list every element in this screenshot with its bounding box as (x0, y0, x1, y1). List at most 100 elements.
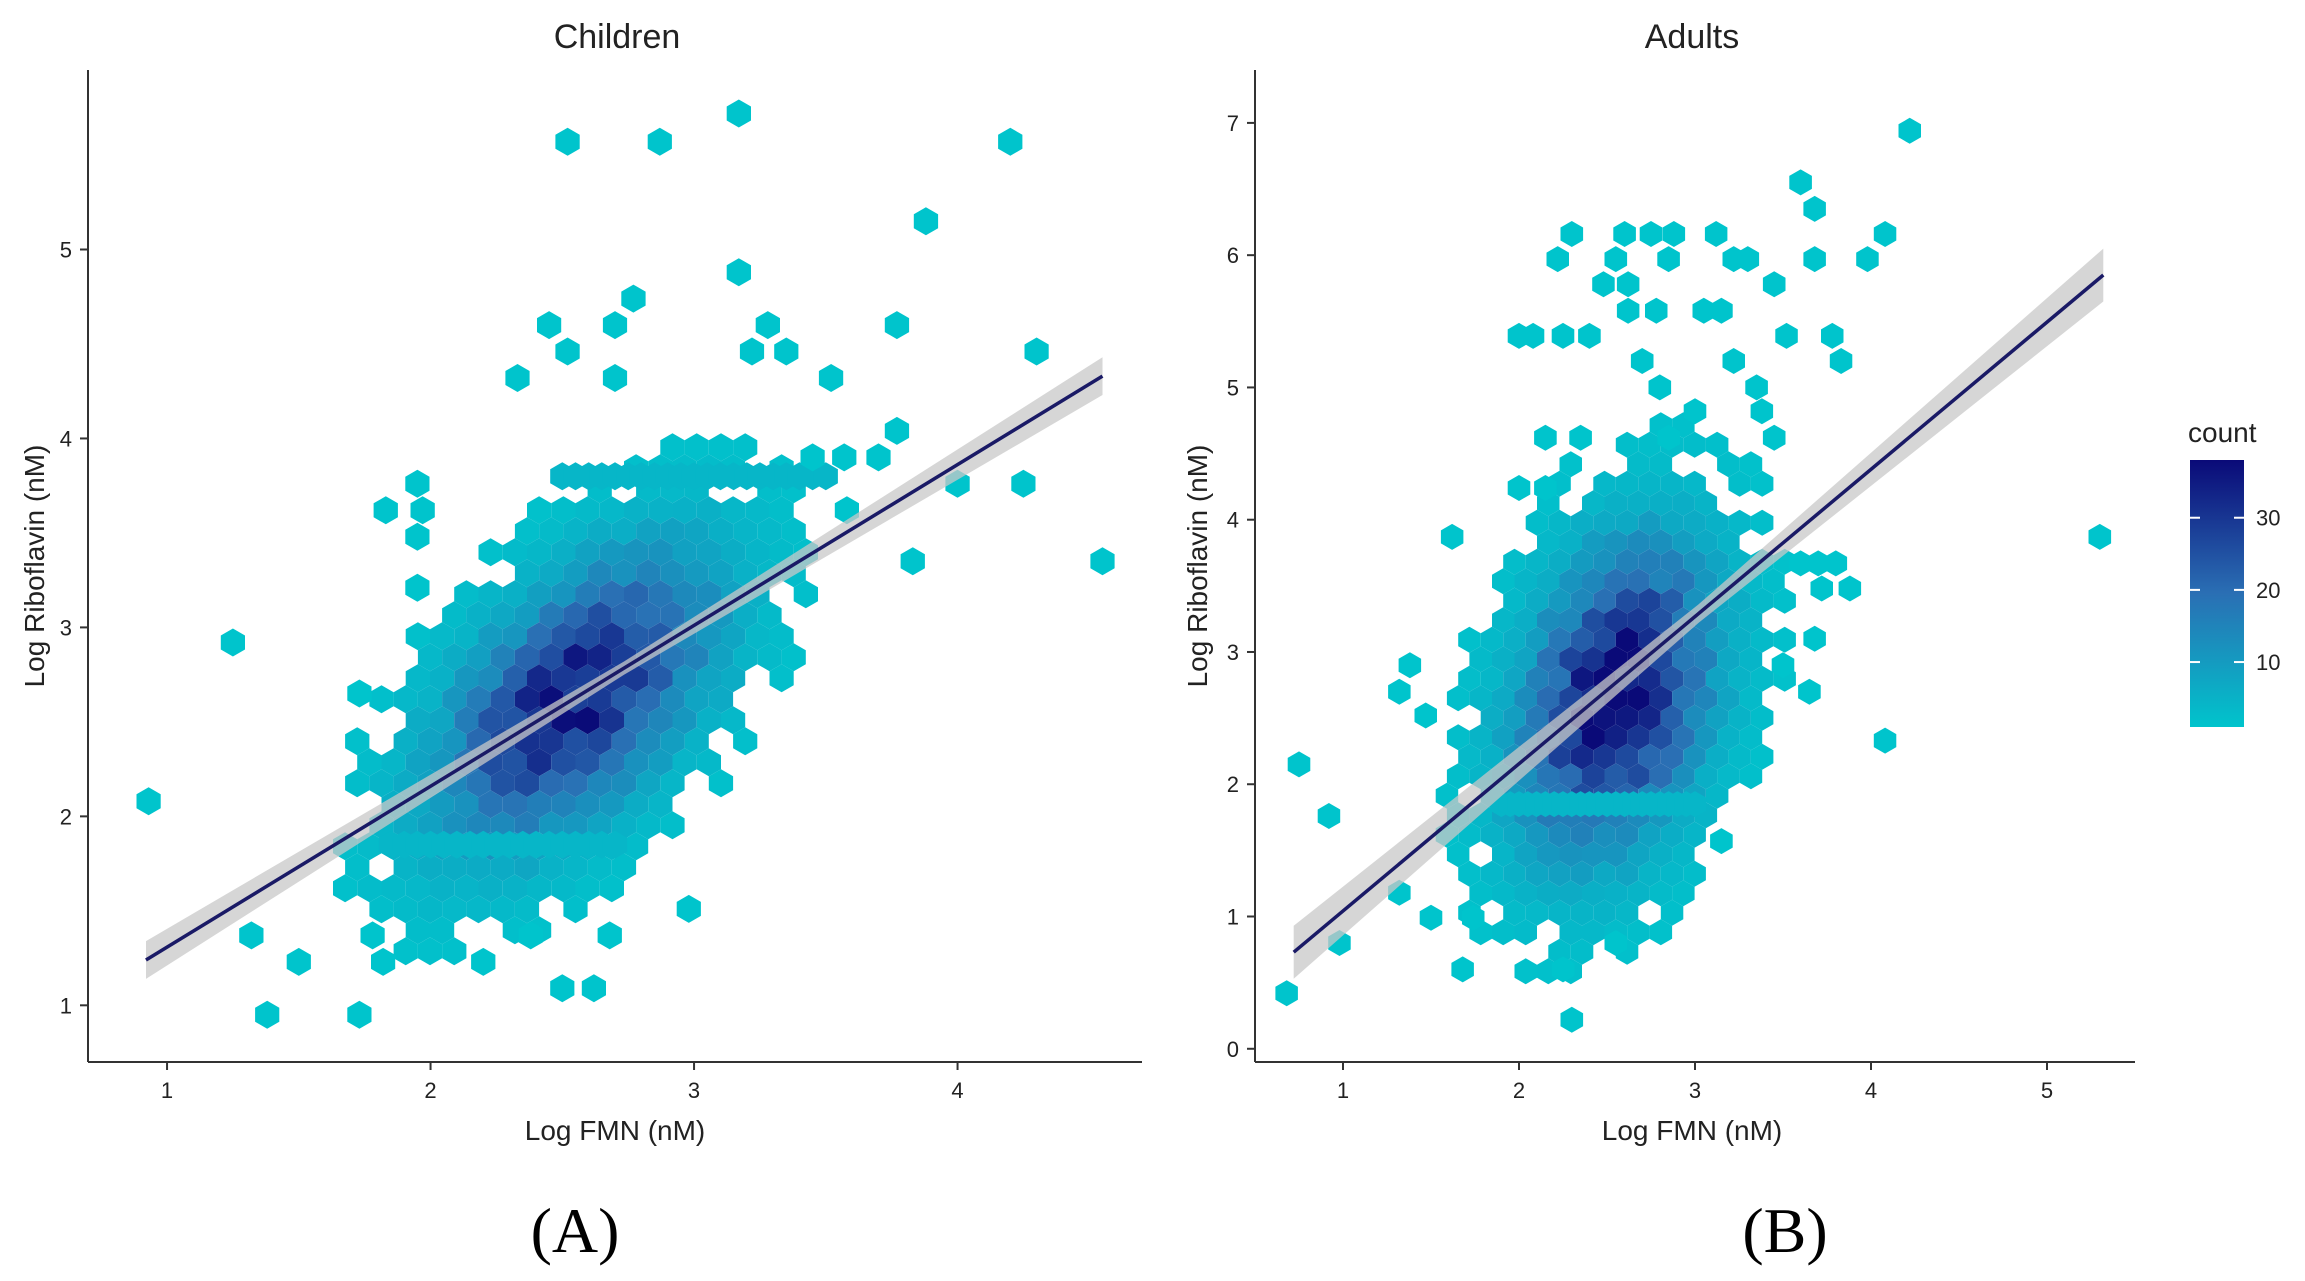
hexbin-cell (1548, 626, 1571, 653)
hexbin-cell (466, 853, 491, 882)
hexbin-cell (1750, 587, 1774, 614)
hexbin-cell (1739, 763, 1763, 790)
hexbin-cell (721, 622, 746, 651)
hexbin-cell (745, 538, 770, 567)
hexbin-cell (1717, 607, 1740, 634)
hexbin-cell (708, 559, 734, 588)
hexbin-cell (1604, 763, 1628, 790)
adults-fit-layer (1292, 248, 2105, 979)
hexbin-cell (478, 874, 503, 903)
hexbin-cell (1705, 548, 1729, 575)
y-tick-label: 7 (1227, 111, 1239, 136)
hexbin-cell (1657, 246, 1680, 273)
hexbin-cell (1672, 724, 1695, 751)
hexbin-cell (696, 622, 721, 651)
hexbin-cell (755, 311, 780, 340)
hexbin-cell (1773, 626, 1796, 653)
hexbin-cell (1525, 860, 1549, 887)
x-tick-label: 5 (2041, 1078, 2053, 1103)
hexbin-cell (708, 685, 734, 714)
hexbin-cell (369, 769, 394, 798)
hexbin-cell (393, 685, 418, 714)
hexbin-cell (648, 664, 673, 693)
hexbin-cell (1537, 646, 1560, 673)
y-tick-label: 3 (1227, 640, 1239, 665)
hexbin-cell (1873, 221, 1897, 247)
hexbin-cell (624, 832, 649, 861)
hexbin-cell (417, 643, 443, 672)
hexbin-cell (1694, 529, 1718, 556)
hexbin-cell (1672, 841, 1695, 868)
hexbin-cell (1503, 626, 1526, 653)
panel-b-title: Adults (1645, 18, 1740, 56)
hexbin-cell (599, 622, 624, 651)
hexbin-cell (660, 559, 685, 588)
hexbin-cell (518, 921, 543, 950)
hexbin-cell (1570, 821, 1594, 848)
hexbin-cell (1011, 469, 1036, 498)
hexbin-cell (660, 769, 685, 798)
hexbin-cell (1615, 860, 1639, 887)
hexbin-cell (1604, 841, 1628, 868)
hexbin-cell (1503, 704, 1526, 731)
hexbin-cell (599, 790, 624, 819)
hexbin-cell (696, 664, 721, 693)
hexbin-cell (1548, 743, 1571, 770)
hexbin-cell (333, 874, 358, 903)
hexbin-cell (1649, 724, 1673, 751)
hexbin-cell (684, 685, 709, 714)
hexbin-cell (539, 769, 564, 798)
panel-children: Children 1 2 3 4 1 2 3 4 5 Log FMN (nM) Log Ribo… (19, 18, 1142, 1266)
hexbin-cell (490, 643, 515, 672)
hexbin-cell (1672, 568, 1695, 595)
hexbin-cell (1821, 322, 1844, 349)
hexbin-cell (624, 706, 649, 735)
hexbin-cell (1569, 424, 1592, 451)
hexbin-cell (539, 601, 564, 630)
hexbin-cell (478, 622, 503, 651)
hexbin-cell (672, 580, 697, 609)
legend-tick-label: 20 (2256, 578, 2280, 603)
hexbin-cell (1638, 470, 1661, 497)
hexbin-cell (900, 547, 925, 576)
hexbin-cell (1660, 743, 1684, 770)
hexbin-cell (551, 790, 576, 819)
hexbin-cell (1639, 221, 1663, 247)
hexbin-cell (539, 517, 564, 546)
panel-a-title: Children (554, 18, 681, 56)
hexbin-cell (1615, 509, 1639, 536)
hexbin-cell (1649, 451, 1673, 478)
hexbin-cell (636, 685, 661, 714)
hexbin-cell (1570, 860, 1594, 887)
hexbin-cell (1672, 685, 1695, 712)
hexbin-cell (1672, 763, 1695, 790)
hexbin-cell (1514, 607, 1537, 634)
hexbin-cell (1548, 860, 1571, 887)
hexbin-cell (1537, 568, 1560, 595)
hexbin-cell (551, 664, 576, 693)
hexbin-cell (1717, 451, 1740, 478)
hexbin-cell (1638, 548, 1661, 575)
hexbin-cell (1616, 297, 1640, 324)
hexbin-cell (563, 895, 588, 924)
hexbin-cell (1717, 685, 1740, 712)
hexbin-cell (575, 748, 600, 777)
hexbin-cell (1627, 490, 1650, 517)
hexbin-cell (1446, 841, 1470, 868)
hexbin-cell (405, 573, 430, 602)
hexbin-cell (466, 895, 491, 924)
hexbin-cell (1559, 607, 1582, 634)
hexbin-cell (624, 496, 649, 525)
hexbin-cell (726, 258, 751, 287)
hexbin-cell (648, 706, 673, 735)
hexbin-cell (611, 517, 637, 546)
hexbin-cell (1627, 841, 1650, 868)
hexbin-cell (1649, 880, 1673, 907)
hexbin-cell (1534, 475, 1557, 501)
hexbin-cell (1739, 607, 1763, 634)
hexbin-cell (1728, 704, 1751, 731)
hexbin-cell (587, 643, 612, 672)
legend-colorbar (2190, 460, 2244, 727)
hexbin-cell (537, 311, 562, 340)
